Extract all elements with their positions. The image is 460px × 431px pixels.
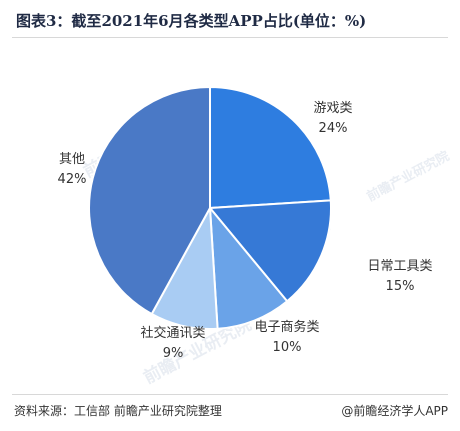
chart-title: 图表3：截至2021年6月各类型APP占比(单位：%) bbox=[16, 12, 367, 30]
slice-value-label: 42% bbox=[58, 172, 87, 187]
pie-slice bbox=[208, 204, 289, 330]
slice-label: 社交通讯类 bbox=[140, 325, 205, 341]
slice-label: 其他 bbox=[59, 152, 85, 167]
title-divider bbox=[12, 37, 448, 38]
slice-label: 日常工具类 bbox=[367, 259, 432, 274]
slice-labels: 游戏类 24% 日常工具类 15% 电子商务类 10% 社交通讯类 9% 其他 42% bbox=[58, 101, 433, 361]
source-divider bbox=[12, 394, 448, 395]
pie-slice bbox=[88, 85, 211, 316]
pie-slices bbox=[88, 85, 332, 330]
slice-value-label: 24% bbox=[319, 121, 348, 136]
slice-value-label: 10% bbox=[273, 340, 302, 355]
pie-slice bbox=[209, 85, 332, 210]
slice-label: 电子商务类 bbox=[254, 319, 319, 335]
slice-value-label: 15% bbox=[386, 279, 415, 294]
watermark-text: 前瞻产业研究院 bbox=[364, 148, 452, 205]
slice-label: 游戏类 bbox=[313, 101, 352, 116]
source-note: 资料来源：工信部 前瞻产业研究院整理 bbox=[14, 404, 222, 418]
brand-credit: @前瞻经济学人APP bbox=[341, 404, 448, 418]
pie-slice bbox=[207, 199, 332, 303]
slice-value-label: 9% bbox=[163, 346, 184, 361]
